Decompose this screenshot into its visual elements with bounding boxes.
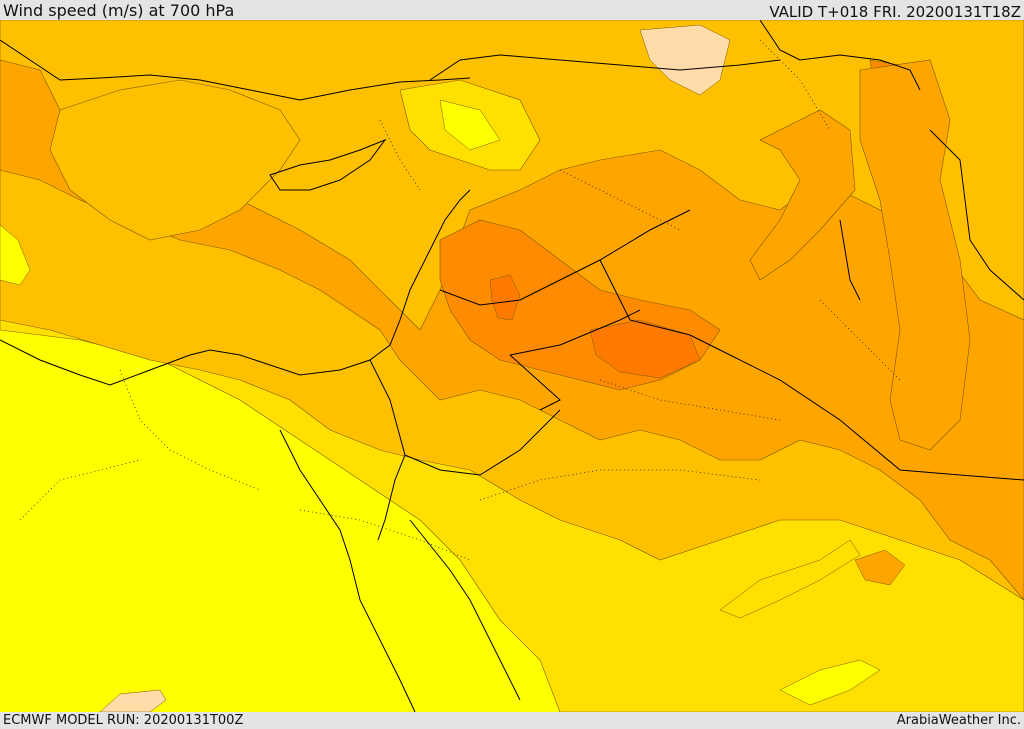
field-streak-2 [779, 659, 881, 706]
field-level-3b [49, 79, 301, 241]
valid-time: VALID T+018 FRI. 20200131T18Z [769, 3, 1021, 21]
field-level-1-north [439, 99, 501, 151]
field-streak-1 [719, 539, 861, 619]
coastlines [0, 20, 1024, 712]
field-level-1-west [0, 224, 31, 286]
field-light-patch [639, 24, 731, 96]
field-streak-3 [854, 549, 906, 586]
footer-bar: ECMWF MODEL RUN: 20200131T00Z ArabiaWeat… [0, 712, 1024, 729]
dotted-borders [19, 39, 901, 561]
field-level-6 [489, 274, 521, 321]
field-level-6b [589, 319, 701, 379]
header-bar: Wind speed (m/s) at 700 hPa VALID T+018 … [0, 0, 1024, 20]
credit: ArabiaWeather Inc. [896, 713, 1021, 728]
chart-title: Wind speed (m/s) at 700 hPa [3, 1, 235, 20]
field-light-patch-sw [99, 689, 167, 712]
field-level-4-arm [749, 109, 856, 281]
field-level-4-east [859, 59, 971, 451]
weather-map [0, 20, 1024, 712]
model-run: ECMWF MODEL RUN: 20200131T00Z [3, 713, 244, 728]
